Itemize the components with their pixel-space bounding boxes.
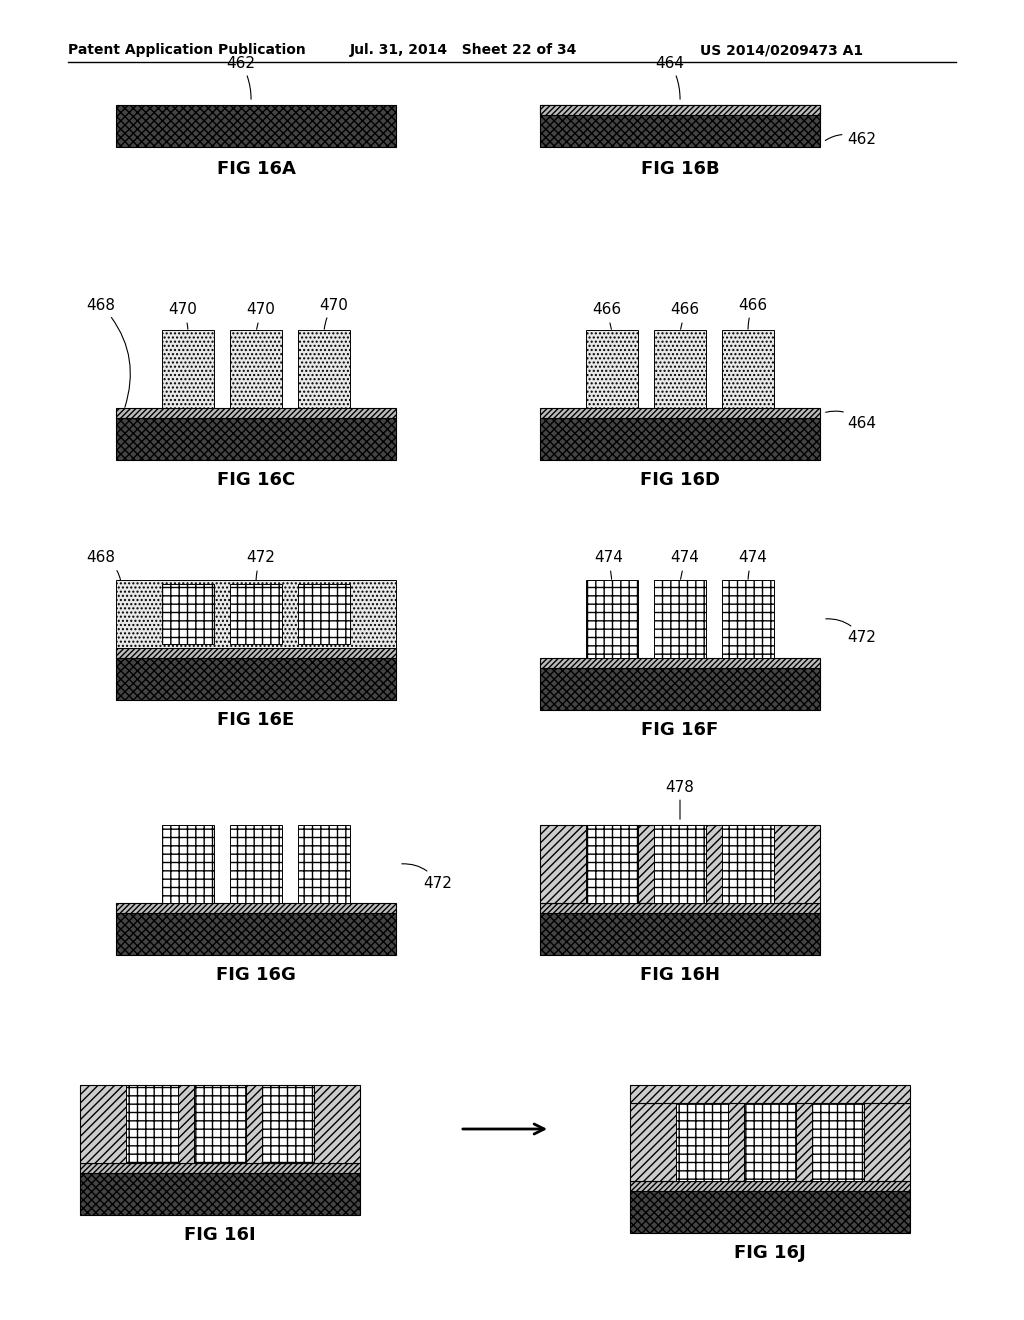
Bar (116, 106, 396, 147)
Bar (116, 579, 396, 648)
Bar (540, 106, 820, 147)
Bar (298, 330, 350, 408)
Text: FIG 16G: FIG 16G (216, 966, 296, 983)
Text: 462: 462 (226, 55, 256, 99)
Text: FIG 16D: FIG 16D (640, 471, 720, 488)
Bar (744, 1104, 796, 1181)
Text: 472: 472 (401, 863, 453, 891)
Text: FIG 16A: FIG 16A (216, 160, 296, 178)
Text: 472: 472 (825, 619, 877, 645)
Text: 474: 474 (595, 550, 624, 579)
Bar (540, 106, 820, 115)
Bar (540, 418, 820, 459)
Bar (116, 913, 396, 954)
Bar (262, 1085, 314, 1163)
Text: 466: 466 (593, 302, 622, 329)
Bar (230, 583, 282, 644)
Text: Jul. 31, 2014   Sheet 22 of 34: Jul. 31, 2014 Sheet 22 of 34 (350, 44, 578, 57)
Bar (80, 1163, 360, 1173)
Bar (230, 330, 282, 408)
Text: 466: 466 (671, 302, 699, 329)
Bar (116, 648, 396, 657)
Text: 464: 464 (655, 55, 684, 99)
Text: 470: 470 (247, 302, 275, 329)
Bar (654, 579, 706, 657)
Bar (630, 1104, 910, 1181)
Text: FIG 16J: FIG 16J (734, 1243, 806, 1262)
Bar (722, 330, 774, 408)
Text: FIG 16F: FIG 16F (641, 721, 719, 739)
Bar (116, 418, 396, 459)
Bar (540, 668, 820, 710)
Bar (162, 583, 214, 644)
Bar (676, 1104, 728, 1181)
Bar (194, 1085, 246, 1163)
Bar (116, 408, 396, 418)
Bar (722, 579, 774, 657)
Text: 466: 466 (738, 297, 768, 329)
Text: 478: 478 (666, 780, 694, 820)
Bar (630, 1085, 910, 1104)
Bar (116, 657, 396, 700)
Bar (540, 408, 820, 418)
Bar (586, 579, 638, 657)
Text: FIG 16B: FIG 16B (641, 160, 719, 178)
Bar (722, 825, 774, 903)
Bar (630, 1181, 910, 1191)
Bar (586, 330, 638, 408)
Bar (540, 825, 820, 903)
Bar (540, 903, 820, 913)
Bar (540, 657, 820, 668)
Bar (586, 825, 638, 903)
Text: FIG 16E: FIG 16E (217, 711, 295, 729)
Text: 470: 470 (319, 297, 348, 329)
Bar (654, 330, 706, 408)
Text: Patent Application Publication: Patent Application Publication (68, 44, 306, 57)
Bar (654, 825, 706, 903)
Bar (80, 1173, 360, 1214)
Bar (298, 825, 350, 903)
Text: US 2014/0209473 A1: US 2014/0209473 A1 (700, 44, 863, 57)
Text: FIG 16C: FIG 16C (217, 471, 295, 488)
Text: 474: 474 (671, 550, 699, 579)
Bar (162, 825, 214, 903)
Bar (298, 583, 350, 644)
Bar (540, 913, 820, 954)
Text: 470: 470 (169, 302, 198, 329)
Text: FIG 16I: FIG 16I (184, 1226, 256, 1243)
Text: 468: 468 (86, 550, 121, 581)
Bar (80, 1085, 360, 1163)
Text: 474: 474 (738, 550, 767, 579)
Text: 468: 468 (86, 297, 130, 408)
Text: 472: 472 (247, 550, 275, 581)
Bar (162, 330, 214, 408)
Text: FIG 16H: FIG 16H (640, 966, 720, 983)
Bar (230, 825, 282, 903)
Text: 464: 464 (825, 411, 877, 430)
Bar (126, 1085, 178, 1163)
Bar (812, 1104, 864, 1181)
Text: 462: 462 (825, 132, 877, 147)
Bar (116, 903, 396, 913)
Bar (630, 1191, 910, 1233)
